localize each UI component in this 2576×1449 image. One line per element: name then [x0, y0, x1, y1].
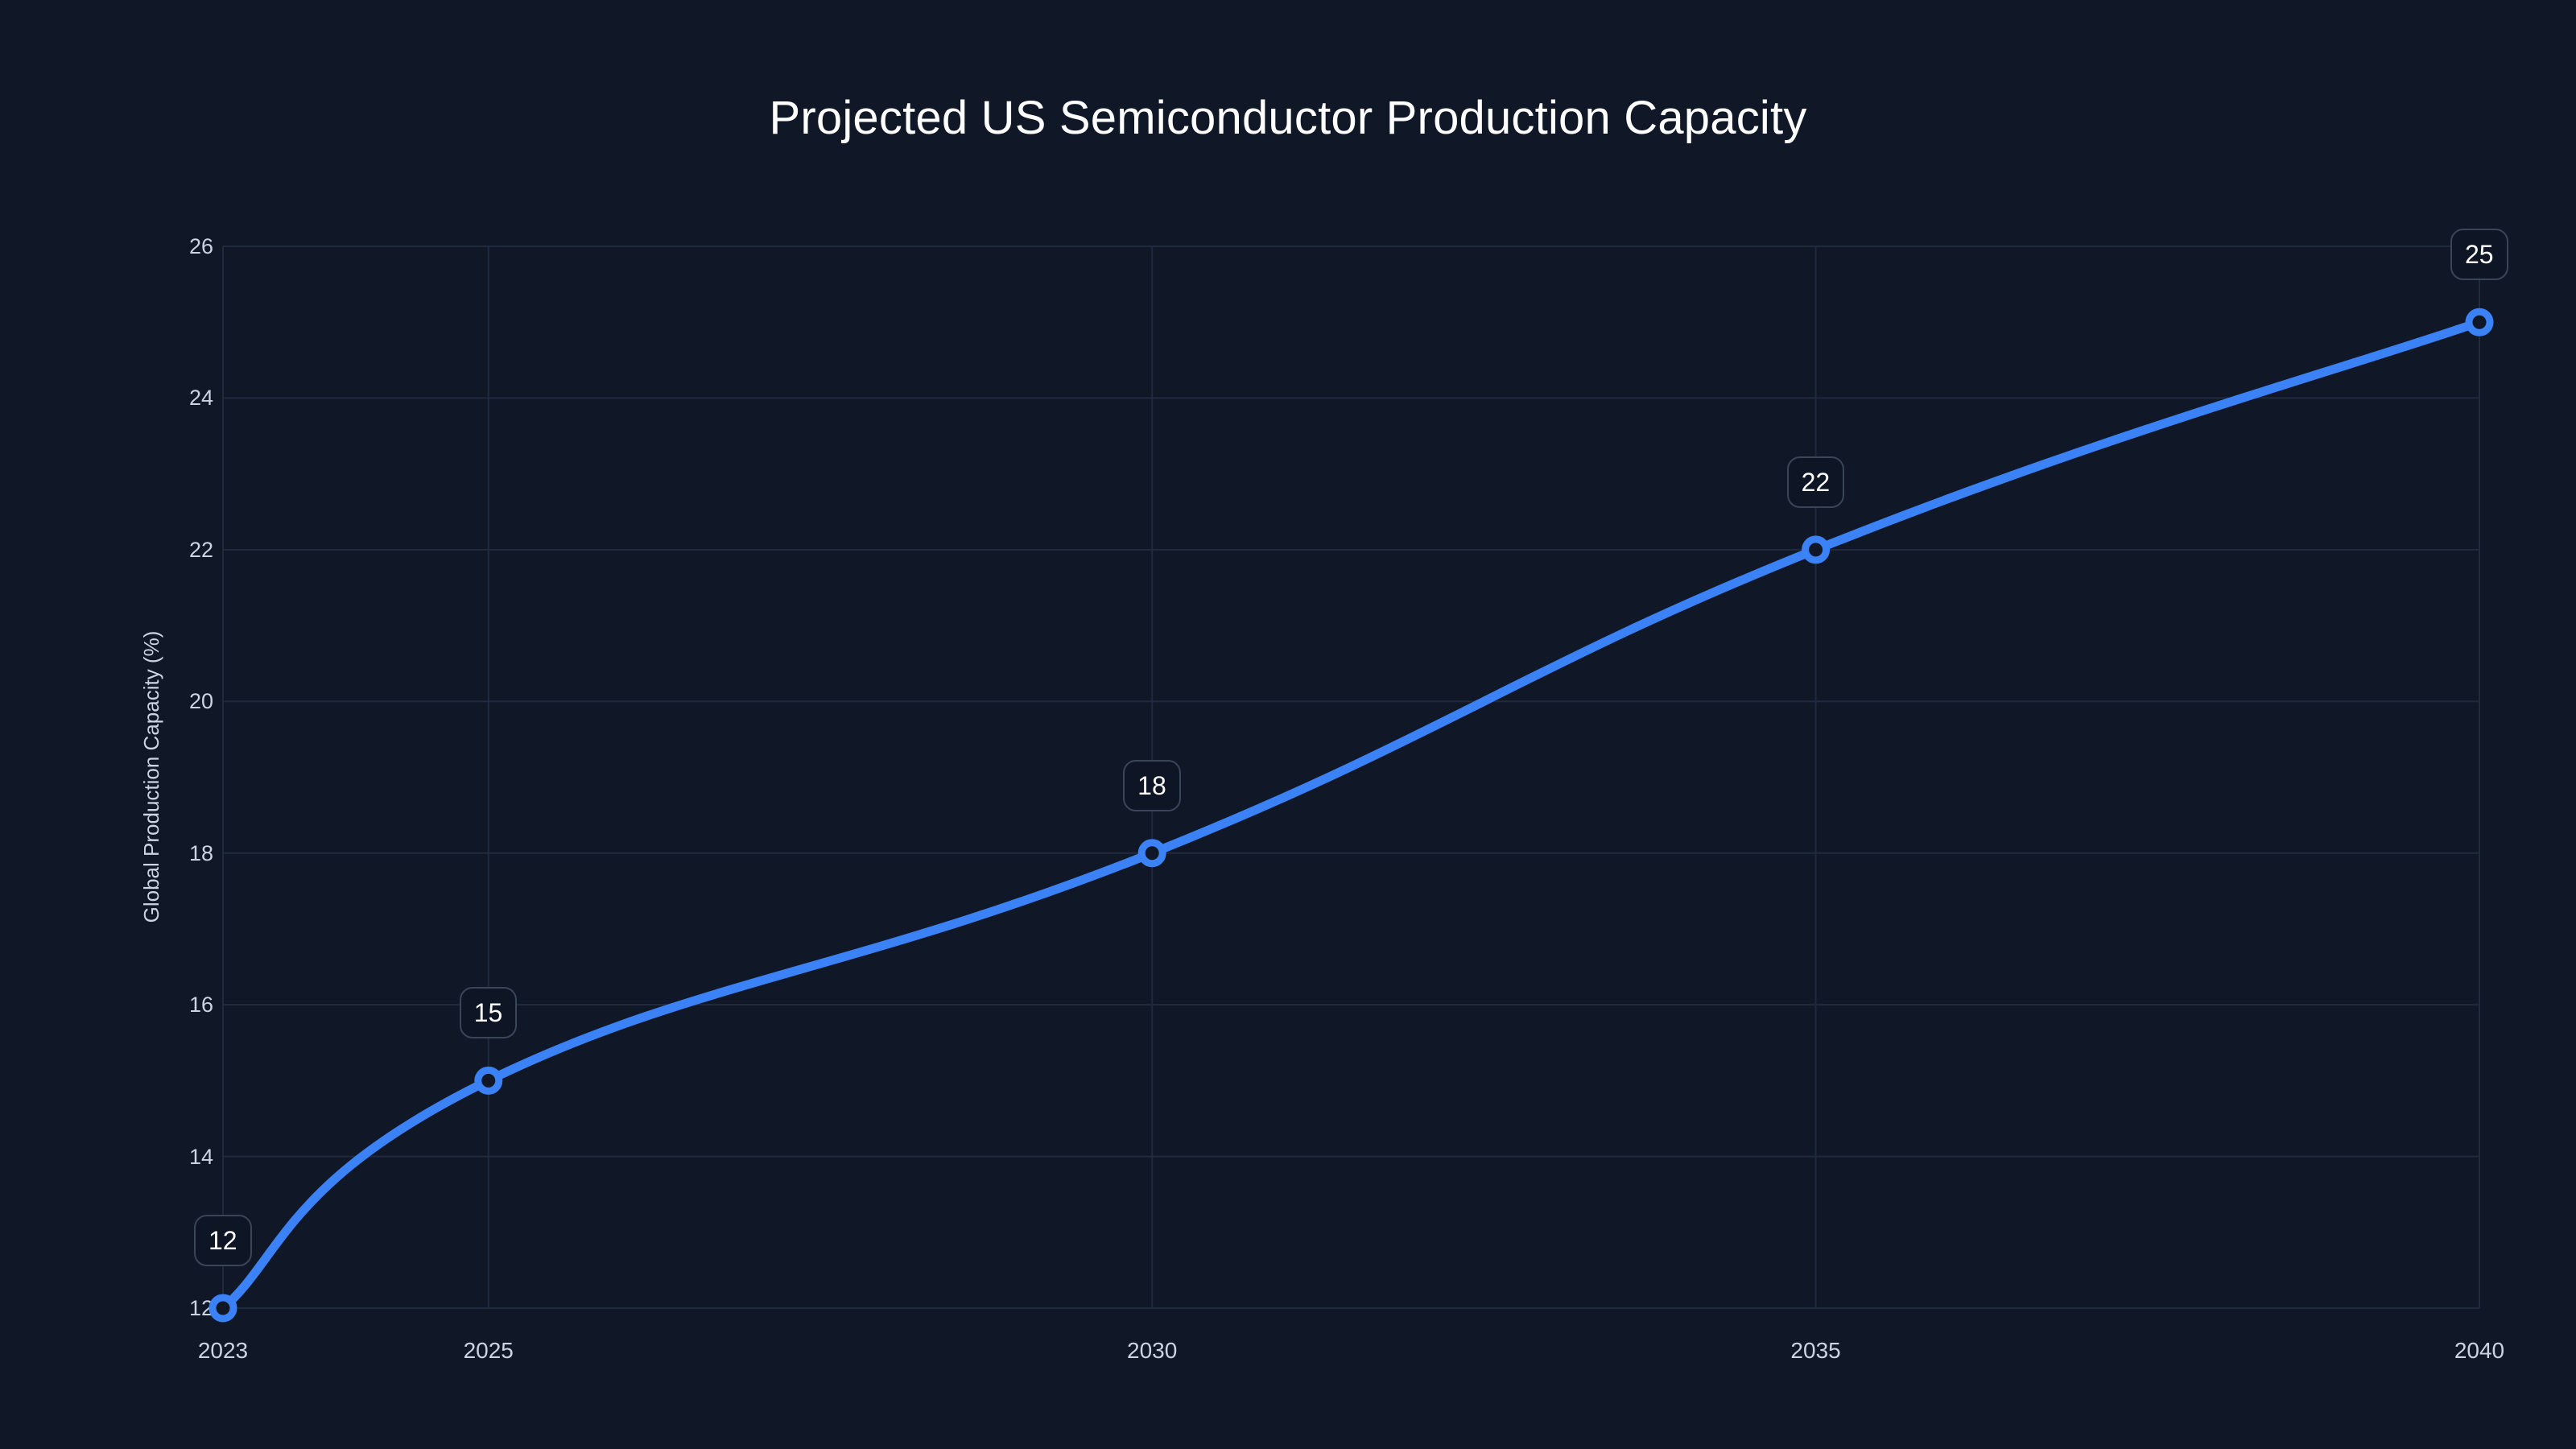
data-point-marker[interactable]	[1802, 535, 1831, 564]
x-axis-tick-label: 2035	[1790, 1338, 1841, 1363]
y-axis-tick-label: 12	[188, 1296, 213, 1320]
y-axis-tick-label: 24	[188, 386, 213, 411]
x-axis-tick-label: 2025	[463, 1338, 514, 1363]
y-axis-tick-label: 22	[188, 537, 213, 562]
page-title: Projected US Semiconductor Production Ca…	[769, 92, 1807, 144]
series-line-path	[218, 317, 2484, 1313]
line-chart-svg	[208, 246, 2494, 1323]
data-point-label-badge: 22	[1786, 456, 1845, 508]
data-point-label-badge: 25	[2450, 229, 2508, 281]
x-axis-tick-label: 2023	[197, 1338, 249, 1363]
data-point-marker[interactable]	[208, 1294, 237, 1323]
data-point-label-badge: 15	[459, 987, 518, 1039]
y-axis-tick-label: 26	[188, 234, 213, 258]
grid-lines	[222, 246, 2480, 1309]
data-point-marker[interactable]	[474, 1066, 503, 1095]
y-axis-tick-label: 20	[188, 689, 213, 714]
y-axis-tick-label: 14	[188, 1144, 213, 1169]
x-axis-tick-label: 2040	[2454, 1338, 2505, 1363]
y-axis-tick-label: 16	[188, 993, 213, 1018]
data-point-marker[interactable]	[1137, 839, 1166, 868]
data-point-label-badge: 12	[194, 1215, 252, 1266]
plot-area	[208, 246, 2494, 1323]
y-axis-tick-label: 18	[188, 840, 213, 865]
data-point-markers	[208, 308, 2494, 1323]
data-point-marker[interactable]	[2465, 308, 2494, 336]
data-point-label-badge: 18	[1123, 759, 1181, 811]
x-axis-tick-label: 2030	[1127, 1338, 1178, 1363]
